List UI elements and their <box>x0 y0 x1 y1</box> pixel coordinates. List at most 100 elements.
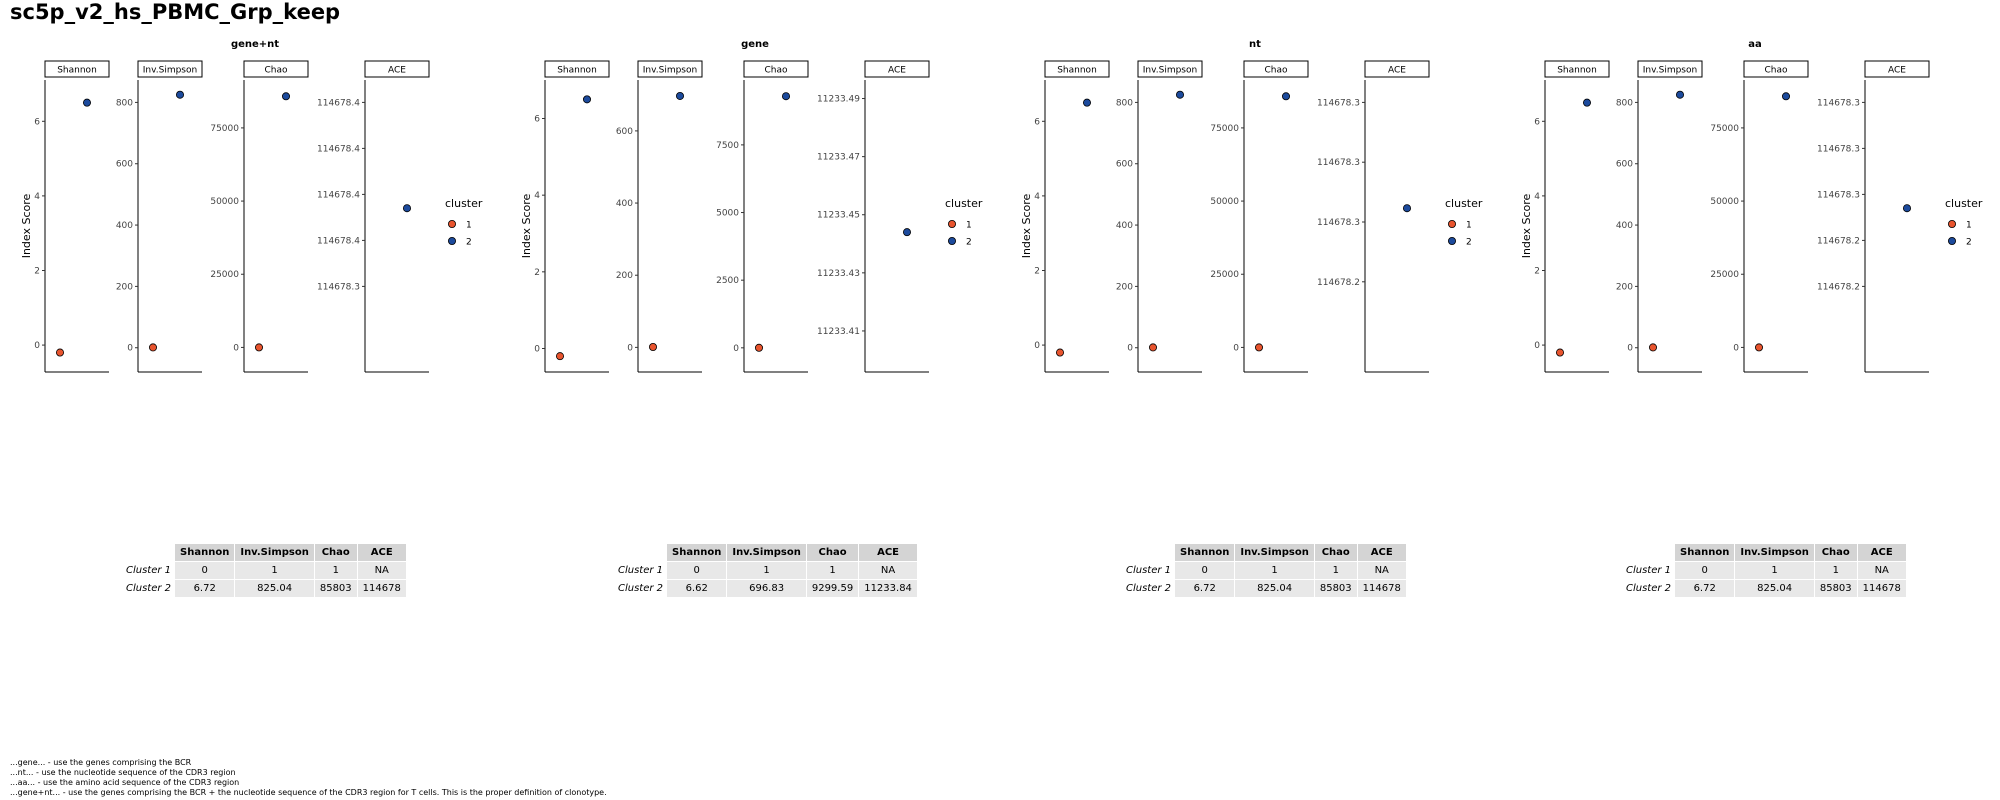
legend-key-2 <box>1947 236 1956 245</box>
table-row: Cluster 2 6.72 825.04 85803 114678 <box>1621 580 1906 597</box>
table-cell: NA <box>1857 562 1906 579</box>
y-tick-label: 0 <box>34 341 40 351</box>
y-tick-label: 25000 <box>210 270 239 280</box>
y-tick-label: 600 <box>1116 160 1133 170</box>
chart-svg: nt Index Score Shannon 0 2 4 6 Inv.Simpson 0 200 4… <box>1020 39 1483 373</box>
legend-label-1: 1 <box>466 221 472 231</box>
stats-table: Shannon Inv.Simpson Chao ACE Cluster 1 0 1 1 NA C… <box>612 543 918 598</box>
point-cluster-1 <box>1254 343 1263 352</box>
legend-key-1 <box>447 219 456 228</box>
point-cluster-2 <box>1083 98 1092 107</box>
table-cell: 1 <box>235 562 314 579</box>
y-tick-label: 200 <box>116 282 133 292</box>
table-cell: 696.83 <box>727 580 806 597</box>
table-header: Chao <box>806 544 859 561</box>
y-tick-label: 2 <box>34 266 40 276</box>
chart-svg: gene+nt Index Score Shannon 0 2 4 6 Inv.Simpson… <box>20 39 483 373</box>
footnote-aa: ...aa... - use the amino acid sequence o… <box>10 778 240 787</box>
table-row-header: Cluster 1 <box>613 562 667 579</box>
chart-title: aa <box>1748 39 1762 50</box>
facet-strip-label: ACE <box>388 66 406 76</box>
chart-group-aa: aa Index Score Shannon 0 2 4 6 Inv.Simpson 0 200 4… <box>1500 36 2000 396</box>
y-tick-label: 0 <box>1534 341 1540 351</box>
facet-strip-label: Shannon <box>1557 66 1597 76</box>
facet-strip-label: Shannon <box>57 66 97 76</box>
footnote-gene: ...gene... - use the genes comprising th… <box>10 758 192 767</box>
facet-chao: Chao 0 25000 50000 75000 <box>1710 60 1809 373</box>
point-cluster-2 <box>1675 90 1684 99</box>
legend-key-1 <box>947 219 956 228</box>
footnote-nt: ...nt... - use the nucleotide sequence o… <box>10 768 236 777</box>
facet-strip <box>364 60 430 78</box>
facet-strip-label: ACE <box>1388 66 1406 76</box>
y-tick-label: 50000 <box>210 197 239 207</box>
y-tick-label: 0 <box>127 344 133 354</box>
point-cluster-1 <box>254 343 263 352</box>
legend-key-1 <box>1447 219 1456 228</box>
table-cell: 1 <box>314 562 357 579</box>
table-header: ACE <box>357 544 406 561</box>
chart-title: gene+nt <box>231 39 279 50</box>
y-tick-label: 11233.47 <box>817 153 860 163</box>
facet-strip <box>864 60 930 78</box>
facet-inv-simpson: Inv.Simpson 0 200 400 600 <box>616 60 703 373</box>
facet-strip <box>137 60 203 78</box>
table-cell: 1 <box>1314 562 1357 579</box>
y-tick-label: 114678.3 <box>1817 144 1860 154</box>
facet-chao: Chao 0 25000 50000 75000 <box>1210 60 1309 373</box>
table-row-header: Cluster 1 <box>1621 562 1675 579</box>
y-tick-label: 114678.2 <box>1817 236 1860 246</box>
table-cell: 11233.84 <box>859 580 917 597</box>
y-tick-label: 4 <box>1534 192 1540 202</box>
y-tick-label: 400 <box>1616 221 1633 231</box>
table-header: ACE <box>859 544 917 561</box>
y-tick-label: 200 <box>1116 282 1133 292</box>
facet-ace: ACE 11233.49 11233.47 11233.45 11233.43 11233… <box>817 60 930 373</box>
point-cluster-2 <box>281 92 290 101</box>
facet-strip-label: Shannon <box>1057 66 1097 76</box>
y-tick-label: 0 <box>1733 343 1739 353</box>
table-header: ACE <box>1857 544 1906 561</box>
point-cluster-2 <box>402 204 411 213</box>
table-corner <box>613 544 667 561</box>
footnotes: ...gene... - use the genes comprising th… <box>10 758 607 798</box>
table-row: Cluster 2 6.62 696.83 9299.59 11233.84 <box>613 580 917 597</box>
legend-key-2 <box>1447 236 1456 245</box>
y-tick-label: 114678.3 <box>1317 158 1360 168</box>
y-tick-label: 114678.2 <box>1817 282 1860 292</box>
table-row: Cluster 1 0 1 1 NA <box>121 562 406 579</box>
facet-strip <box>1637 60 1703 78</box>
point-cluster-2 <box>1583 98 1592 107</box>
facet-strip-label: Chao <box>764 66 788 76</box>
stats-table: Shannon Inv.Simpson Chao ACE Cluster 1 0 1 1 NA C… <box>1620 543 1907 598</box>
chart-group-gene: gene Index Score Shannon 0 2 4 6 Inv.Simpson 0 20… <box>500 36 1000 396</box>
table-row-header: Cluster 2 <box>121 580 175 597</box>
chart-title: nt <box>1249 39 1261 50</box>
y-tick-label: 50000 <box>1710 197 1739 207</box>
y-tick-label: 0 <box>1627 344 1633 354</box>
chart-title: gene <box>741 39 769 50</box>
y-tick-label: 0 <box>534 345 540 355</box>
facet-strip <box>743 60 809 78</box>
facet-strip-label: Inv.Simpson <box>643 66 697 76</box>
table-cell: 0 <box>175 562 235 579</box>
table-cell: NA <box>357 562 406 579</box>
table-cell: 1 <box>727 562 806 579</box>
point-cluster-2 <box>902 228 911 237</box>
facet-inv-simpson: Inv.Simpson 0 200 400 600 800 <box>1616 60 1703 373</box>
point-cluster-2 <box>83 98 92 107</box>
legend-label-1: 1 <box>966 221 972 231</box>
facet-strip-label: ACE <box>888 66 906 76</box>
chart-group-nt: nt Index Score Shannon 0 2 4 6 Inv.Simpson 0 200 4… <box>1000 36 1500 396</box>
chart-svg: aa Index Score Shannon 0 2 4 6 Inv.Simpson 0 200 4… <box>1520 39 1983 373</box>
facet-ace: ACE 114678.4 114678.4 114678.4 114678.4 11467… <box>317 60 430 373</box>
legend-label-2: 2 <box>466 238 472 248</box>
stats-table: Shannon Inv.Simpson Chao ACE Cluster 1 0 1 1 NA C… <box>1120 543 1407 598</box>
facet-strip <box>1743 60 1809 78</box>
table-cell: 85803 <box>1814 580 1857 597</box>
legend-title: cluster <box>1945 197 1983 210</box>
point-cluster-2 <box>1175 90 1184 99</box>
point-cluster-1 <box>1648 343 1657 352</box>
facet-strip-label: Chao <box>1264 66 1288 76</box>
table-cell: 1 <box>806 562 859 579</box>
